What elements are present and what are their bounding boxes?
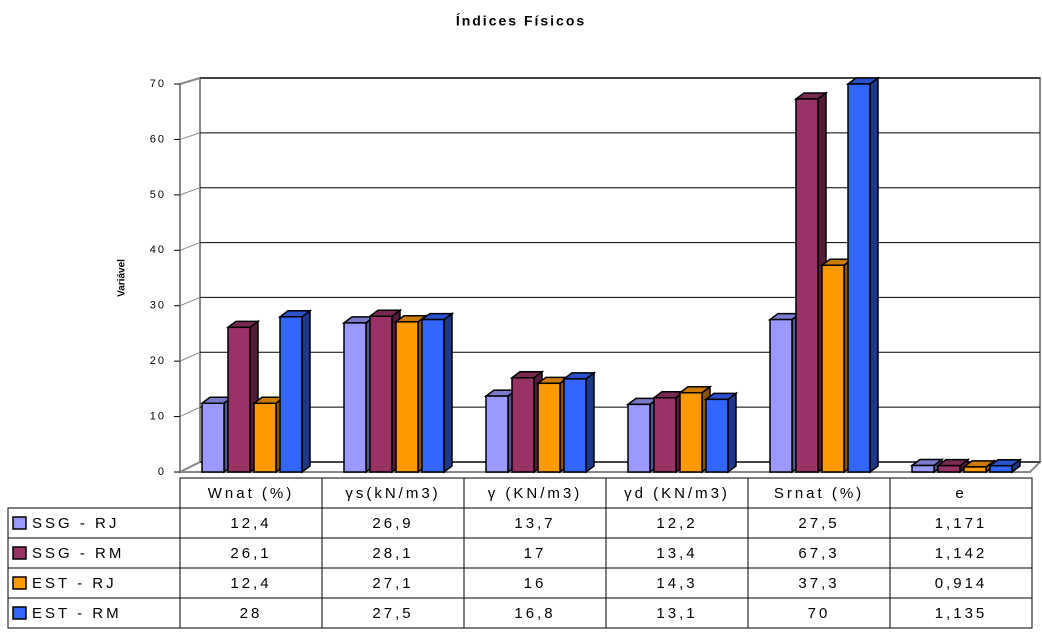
grid-line — [179, 351, 201, 362]
y-tick-label: 20 — [150, 355, 166, 367]
x-tick-label: Srnat (%) — [774, 485, 864, 502]
table-cell: 27,5 — [798, 515, 839, 532]
grid-line — [179, 187, 201, 196]
legend-swatch — [12, 516, 27, 530]
bar — [369, 315, 393, 473]
chart-title: Índices Físicos — [456, 13, 586, 29]
legend-swatch — [12, 576, 27, 590]
bar — [421, 318, 445, 473]
table-cell: 13,1 — [656, 605, 697, 622]
y-axis-label: Variável — [117, 259, 128, 297]
y-tick-label: 60 — [150, 133, 166, 145]
bar — [279, 316, 303, 473]
bar-side — [301, 309, 311, 474]
bar — [679, 391, 703, 473]
bar — [847, 83, 871, 473]
table-cell: 17 — [524, 545, 547, 562]
y-tick-label: 30 — [150, 300, 166, 312]
table-cell: 28 — [240, 605, 263, 622]
legend-swatch — [12, 546, 27, 560]
table-cell: 12,4 — [230, 575, 271, 592]
grid-line — [179, 406, 201, 418]
back-wall — [199, 77, 1041, 463]
grid-line — [179, 132, 201, 140]
bar — [769, 318, 793, 473]
y-tick-label: 40 — [150, 244, 166, 256]
side-wall — [179, 76, 201, 474]
legend-label: EST - RJ — [32, 575, 117, 592]
table-cell: 13,4 — [656, 545, 697, 562]
table-cell: 26,1 — [230, 545, 271, 562]
table-cell: 1,171 — [935, 515, 988, 532]
bar — [395, 321, 419, 473]
bar — [795, 98, 819, 473]
grid-line — [179, 77, 201, 85]
bar — [227, 326, 251, 473]
bar — [911, 464, 935, 473]
bar — [563, 378, 587, 473]
x-tick-label: γs(kN/m3) — [345, 485, 440, 502]
x-tick-label: γ (KN/m3) — [488, 485, 583, 502]
y-tick-label: 70 — [150, 78, 166, 90]
grid-line — [179, 461, 201, 473]
table-cell: 67,3 — [798, 545, 839, 562]
table-cell: 16,8 — [514, 605, 555, 622]
legend-swatch — [12, 606, 27, 620]
table-cell: 28,1 — [372, 545, 413, 562]
bar-side — [727, 391, 737, 474]
y-tick-label: 10 — [150, 410, 166, 422]
bar — [511, 377, 535, 473]
legend-label: EST - RM — [32, 605, 122, 622]
bar — [705, 398, 729, 473]
table-cell: 27,1 — [372, 575, 413, 592]
bar — [343, 322, 367, 473]
bar — [537, 382, 561, 473]
y-tick-label: 0 — [158, 466, 166, 478]
table-cell: 16 — [524, 575, 547, 592]
bar — [937, 464, 961, 473]
bar-side — [869, 76, 879, 474]
x-tick-label: e — [955, 485, 966, 502]
legend-label: SSG - RJ — [32, 515, 119, 532]
table-cell: 1,135 — [935, 605, 988, 622]
bar — [201, 402, 225, 473]
bar-side — [443, 312, 453, 474]
legend-label: SSG - RM — [32, 545, 124, 562]
table-cell: 12,4 — [230, 515, 271, 532]
table-cell: 0,914 — [935, 575, 988, 592]
x-tick-label: γd (KN/m3) — [624, 485, 730, 502]
table-cell: 27,5 — [372, 605, 413, 622]
table-cell: 70 — [808, 605, 831, 622]
bar — [253, 402, 277, 473]
table-cell: 14,3 — [656, 575, 697, 592]
bar — [821, 264, 845, 473]
bar — [653, 396, 677, 473]
table-cell: 26,9 — [372, 515, 413, 532]
x-tick-label: Wnat (%) — [208, 485, 295, 502]
bar — [627, 403, 651, 473]
bar — [989, 464, 1013, 473]
bar — [963, 466, 987, 473]
y-tick-label: 50 — [150, 189, 166, 201]
grid-line — [179, 296, 201, 307]
table-cell: 13,7 — [514, 515, 555, 532]
bar-side — [585, 371, 595, 474]
table-cell: 12,2 — [656, 515, 697, 532]
bar — [485, 395, 509, 473]
table-cell: 1,142 — [935, 545, 988, 562]
grid-line — [179, 242, 201, 251]
table-cell: 37,3 — [798, 575, 839, 592]
